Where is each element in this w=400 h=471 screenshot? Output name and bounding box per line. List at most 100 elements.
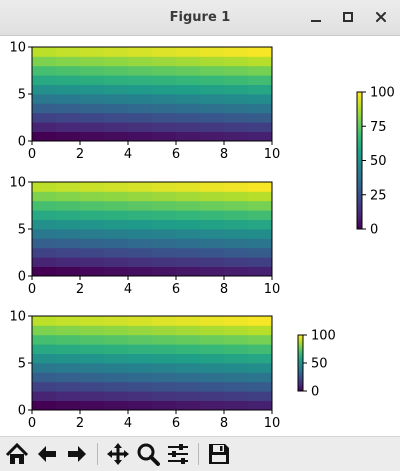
y-tick-label: 5 (18, 88, 26, 103)
heatmap-cell (56, 229, 81, 239)
figure-canvas[interactable]: 0 2 4 6 8 10 0 5 10 0 25 50 75 100 0 2 4 6 8 10 0 5 10 0 2 4 6 8 10 0… (0, 36, 400, 436)
colorbar-segment (298, 364, 303, 367)
colorbar-segment (357, 153, 362, 158)
colorbar-segment (298, 351, 303, 354)
zoom-magnifier-icon[interactable] (134, 440, 162, 468)
heatmap-cell (32, 56, 57, 67)
heatmap-cell (128, 210, 153, 220)
heatmap-cell (200, 200, 225, 211)
heatmap-cell (248, 191, 273, 202)
heatmap-cell (200, 210, 225, 220)
colorbar-segment (298, 384, 303, 386)
heatmap-cell (128, 257, 153, 267)
heatmap-cell (128, 247, 153, 258)
heatmap-cell (200, 344, 225, 354)
heatmap-cell (32, 266, 57, 277)
colorbar-segment (298, 365, 303, 368)
y-tick-label: 0 (18, 404, 26, 419)
heatmap-cell (224, 381, 249, 392)
x-tick-label: 4 (124, 147, 132, 162)
colorbar-segment (357, 119, 362, 124)
heatmap-cell (152, 381, 177, 392)
title-bar[interactable]: Figure 1 (0, 0, 400, 36)
heatmap-cell (248, 400, 273, 411)
colorbar-segment (298, 343, 303, 346)
minimize-icon[interactable] (305, 6, 327, 28)
back-arrow-icon[interactable] (33, 440, 61, 468)
heatmap-cell (80, 381, 105, 392)
heatmap-cell (32, 316, 57, 326)
heatmap-cell (56, 400, 81, 411)
colorbar-segment (298, 377, 303, 379)
colorbar-segment (298, 361, 303, 364)
heatmap-cell (152, 316, 177, 326)
heatmap-cell (128, 400, 153, 411)
heatmap-cell (128, 391, 153, 401)
heatmap-cell (176, 84, 201, 95)
heatmap-cell (152, 363, 177, 373)
heatmap-cell (128, 229, 153, 239)
heatmap-cell (248, 316, 273, 326)
colorbar-segment (357, 191, 362, 196)
heatmap-cell (104, 131, 129, 142)
heatmap-cell (32, 210, 57, 220)
x-tick-label: 8 (220, 147, 228, 162)
heatmap-cell (128, 131, 153, 142)
heatmap-cell (80, 200, 105, 211)
heatmap-cell (32, 238, 57, 249)
y-tick-label: 10 (9, 176, 26, 191)
colorbar-segment (298, 337, 303, 340)
heatmap-cell (152, 247, 177, 258)
heatmap-cell (104, 400, 129, 411)
x-tick-label: 2 (76, 147, 84, 162)
heatmap-cell (200, 238, 225, 249)
save-floppy-icon[interactable] (205, 440, 233, 468)
colorbar-segment (298, 353, 303, 355)
colorbar-3: 0 50 100 (297, 329, 336, 400)
heatmap-cell (152, 353, 177, 364)
home-icon[interactable] (3, 440, 31, 468)
colorbar-segment (298, 372, 303, 375)
heatmap-cell (80, 84, 105, 95)
heatmap-cell (104, 122, 129, 132)
configure-subplots-icon[interactable] (164, 440, 192, 468)
forward-arrow-icon[interactable] (63, 440, 91, 468)
heatmap-cell (104, 75, 129, 85)
heatmap-cell (176, 229, 201, 239)
colorbar-segment (298, 336, 303, 339)
heatmap-cell (248, 75, 273, 85)
heatmap-cell (80, 353, 105, 364)
heatmap-cell (176, 363, 201, 373)
heatmap-cell (248, 238, 273, 249)
heatmap-cell (152, 325, 177, 336)
heatmap-cell (32, 363, 57, 373)
heatmap-cell (152, 372, 177, 383)
colorbar-segment (357, 112, 362, 117)
heatmap-cell (80, 316, 105, 326)
pan-move-icon[interactable] (104, 440, 132, 468)
close-icon[interactable] (370, 6, 392, 28)
colorbar-tick-label: 50 (311, 357, 328, 372)
y-tick-label: 10 (9, 310, 26, 325)
heatmap-cell (56, 56, 81, 67)
heatmap-cell (80, 219, 105, 230)
heatmap-cell (176, 316, 201, 326)
heatmap-cell (248, 94, 273, 104)
heatmap-cell (80, 131, 105, 142)
heatmap-cell (200, 266, 225, 277)
colorbar-segment (357, 160, 362, 165)
x-tick-label: 0 (28, 147, 36, 162)
colorbar-tick-label: 50 (370, 154, 387, 169)
heatmap-cell (176, 247, 201, 258)
heatmap-cell (152, 400, 177, 411)
heatmap-cell (224, 363, 249, 373)
heatmap-cell (152, 210, 177, 220)
heatmap-cell (80, 400, 105, 411)
heatmap-cell (104, 191, 129, 202)
x-tick-label: 6 (172, 282, 180, 297)
heatmap-cell (176, 334, 201, 345)
colorbar-segment (298, 339, 303, 341)
colorbar-1: 0 25 50 75 100 (356, 86, 395, 238)
maximize-icon[interactable] (337, 6, 359, 28)
heatmap-cell (152, 75, 177, 85)
